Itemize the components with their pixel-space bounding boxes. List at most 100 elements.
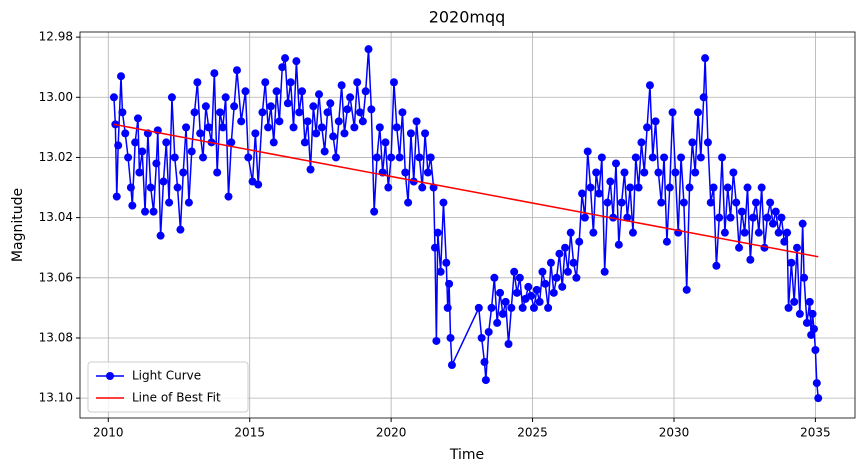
data-point [114, 141, 123, 150]
plot-frame [79, 31, 856, 419]
data-point [216, 108, 225, 117]
data-point [558, 282, 567, 291]
data-point [199, 153, 208, 162]
data-point [269, 138, 278, 147]
data-point [303, 117, 312, 126]
data-point [337, 81, 346, 90]
data-point [541, 279, 550, 288]
data-point [421, 129, 430, 138]
data-point [370, 207, 379, 216]
data-point [740, 228, 749, 237]
x-tick-label: 2015 [234, 426, 265, 440]
data-point [300, 138, 309, 147]
data-point [496, 288, 505, 297]
data-point [685, 183, 694, 192]
data-point [312, 129, 321, 138]
data-point [603, 198, 612, 207]
data-point [152, 159, 161, 168]
data-point [436, 267, 445, 276]
data-point [128, 201, 137, 210]
data-point [173, 183, 182, 192]
data-point [800, 273, 809, 282]
data-point [757, 183, 766, 192]
y-tick-label: 13.10 [39, 391, 73, 405]
data-point [146, 183, 155, 192]
data-point [133, 114, 142, 123]
data-point [278, 63, 287, 72]
data-point [586, 183, 595, 192]
data-point [696, 153, 705, 162]
data-point [346, 93, 355, 102]
data-point [418, 183, 427, 192]
data-point [372, 153, 381, 162]
data-point [481, 376, 490, 385]
data-point [563, 267, 572, 276]
data-point [651, 117, 660, 126]
data-point [283, 99, 292, 108]
data-point [720, 228, 729, 237]
data-point [232, 66, 241, 75]
data-point [201, 102, 210, 111]
data-point [289, 123, 298, 132]
data-point [648, 153, 657, 162]
data-point [777, 213, 786, 222]
series-line [113, 123, 819, 258]
data-point [657, 198, 666, 207]
data-point [631, 153, 640, 162]
data-point [535, 297, 544, 306]
data-point [805, 297, 814, 306]
data-point [141, 207, 150, 216]
x-tick-label: 2030 [659, 426, 690, 440]
data-point [774, 228, 783, 237]
data-point [798, 219, 807, 228]
data-point [538, 267, 547, 276]
data-point [135, 168, 144, 177]
data-point [749, 213, 758, 222]
data-point [156, 231, 165, 240]
data-point [665, 183, 674, 192]
data-point [323, 108, 332, 117]
series-line [113, 49, 819, 399]
data-point [244, 153, 253, 162]
data-point [320, 147, 329, 156]
data-point [381, 138, 390, 147]
x-tick-label: 2010 [93, 426, 124, 440]
data-point [597, 153, 606, 162]
data-point [361, 87, 370, 96]
x-tick-label: 2020 [376, 426, 407, 440]
data-point [251, 129, 260, 138]
data-point [167, 93, 176, 102]
data-point [606, 177, 615, 186]
data-point [221, 93, 230, 102]
data-point [637, 138, 646, 147]
data-point [406, 129, 415, 138]
data-point [679, 198, 688, 207]
data-point [766, 198, 775, 207]
legend-box [87, 361, 249, 413]
data-point [409, 177, 418, 186]
data-point [677, 153, 686, 162]
data-point [329, 132, 338, 141]
data-point [699, 93, 708, 102]
data-point [315, 90, 324, 99]
data-point [712, 261, 721, 270]
data-point [159, 177, 168, 186]
data-point [783, 228, 792, 237]
data-point [343, 105, 352, 114]
data-point [474, 303, 483, 312]
data-point [309, 102, 318, 111]
data-point [389, 78, 398, 87]
data-point [691, 168, 700, 177]
data-point [701, 54, 710, 63]
data-point [735, 243, 744, 252]
data-point [179, 168, 188, 177]
data-point [358, 117, 367, 126]
data-point [190, 108, 199, 117]
data-point [569, 258, 578, 267]
data-point [654, 168, 663, 177]
data-point [165, 198, 174, 207]
data-point [387, 153, 396, 162]
data-point [401, 168, 410, 177]
data-point [626, 183, 635, 192]
